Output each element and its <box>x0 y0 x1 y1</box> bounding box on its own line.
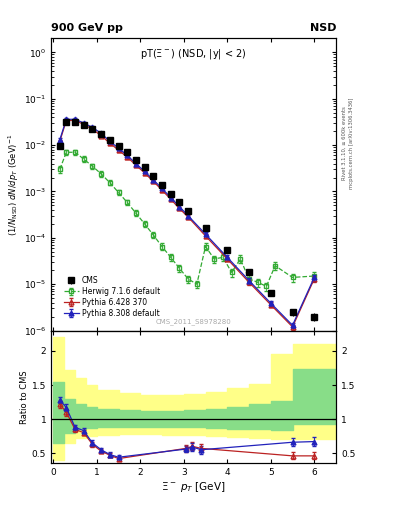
Text: pT($\Xi^-$) (NSD, |y| < 2): pT($\Xi^-$) (NSD, |y| < 2) <box>140 47 247 61</box>
X-axis label: $\Xi^-\ p_T$ [GeV]: $\Xi^-\ p_T$ [GeV] <box>161 480 226 494</box>
Text: NSD: NSD <box>310 23 336 33</box>
Text: CMS_2011_S8978280: CMS_2011_S8978280 <box>156 318 231 325</box>
Y-axis label: $(1/N_\mathrm{NSD})\ dN/dp_T\ (\mathrm{GeV})^{-1}$: $(1/N_\mathrm{NSD})\ dN/dp_T\ (\mathrm{G… <box>7 134 21 236</box>
Text: Rivet 3.1.10, ≥ 600k events: Rivet 3.1.10, ≥ 600k events <box>342 106 346 180</box>
Y-axis label: Ratio to CMS: Ratio to CMS <box>20 370 29 424</box>
Legend: CMS, Herwig 7.1.6 default, Pythia 6.428 370, Pythia 8.308 default: CMS, Herwig 7.1.6 default, Pythia 6.428 … <box>61 273 163 321</box>
Text: 900 GeV pp: 900 GeV pp <box>51 23 123 33</box>
Text: mcplots.cern.ch [arXiv:1306.3436]: mcplots.cern.ch [arXiv:1306.3436] <box>349 98 354 189</box>
